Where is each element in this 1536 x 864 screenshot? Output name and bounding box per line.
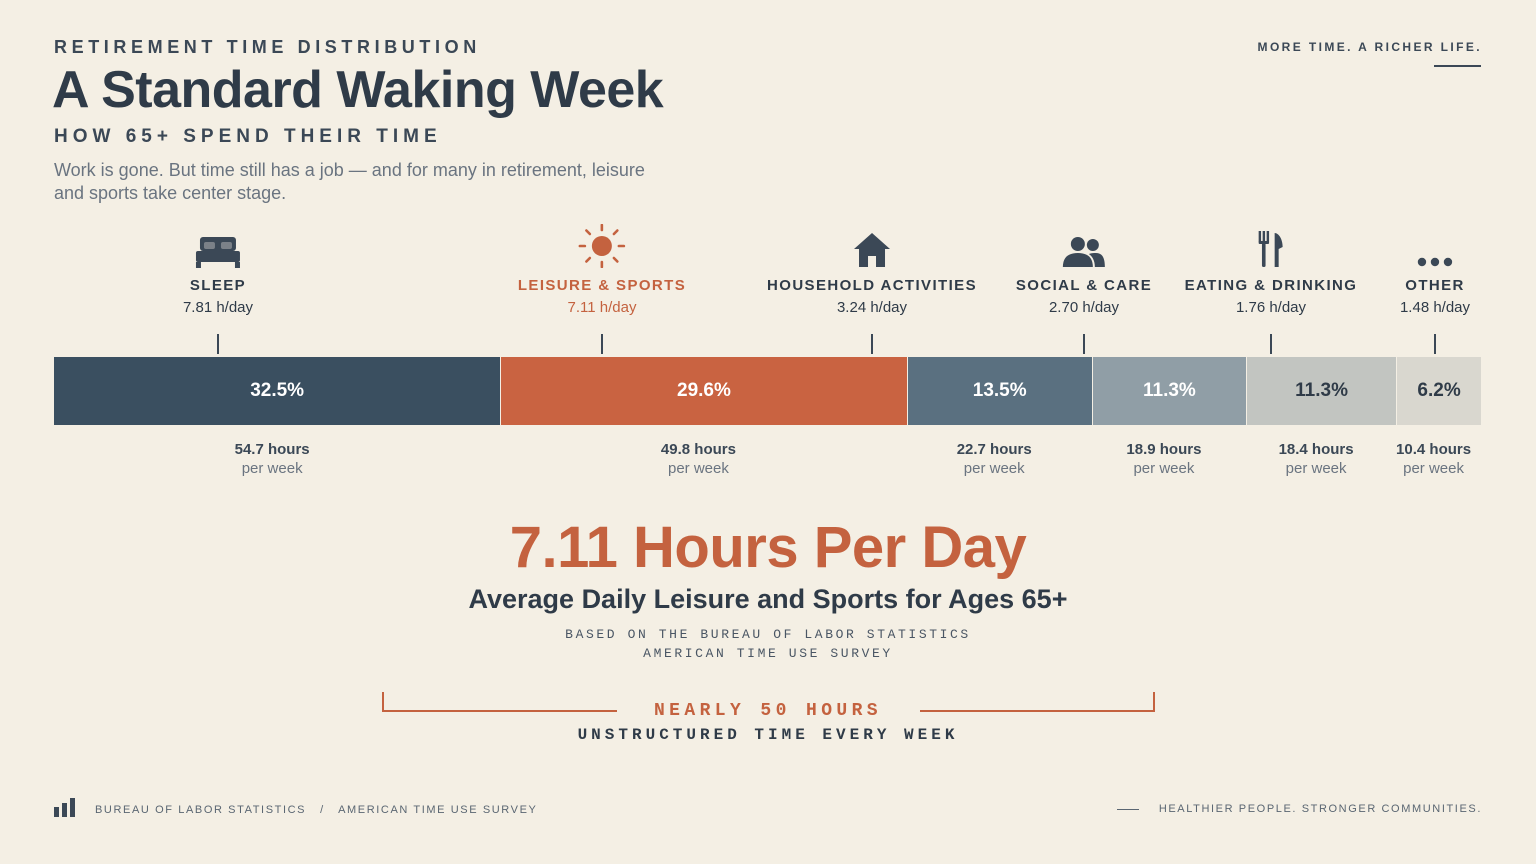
weekly-hours-value: 22.7 hours xyxy=(956,441,1032,458)
weekly-hours-4: 18.4 hours per week xyxy=(1279,441,1354,477)
callout-bracket-left xyxy=(382,692,617,712)
people-icon xyxy=(1016,228,1152,268)
category-daily-rate: 7.11 h/day xyxy=(567,299,637,316)
weekly-hours-unit: per week xyxy=(1133,460,1195,477)
footer-rule xyxy=(1116,808,1139,810)
weekly-hours-value: 49.8 hours xyxy=(660,441,736,458)
weekly-hours-value: 54.7 hours xyxy=(234,441,310,458)
weekly-hours-2: 22.7 hours per week xyxy=(957,441,1032,477)
bar-segment-4: 11.3% xyxy=(1246,357,1397,425)
weekly-hours-1: 49.8 hours per week xyxy=(661,441,736,477)
bar-segment-0: 32.5% xyxy=(54,357,501,425)
sun-icon xyxy=(518,224,686,268)
category-daily-rate: 1.48 h/day xyxy=(1399,299,1471,316)
category-tick xyxy=(871,334,873,354)
category-name: HOUSEHOLD ACTIVITIES xyxy=(767,277,977,294)
weekly-hours-5: 10.4 hours per week xyxy=(1396,441,1471,477)
weekly-hours-unit: per week xyxy=(241,460,303,477)
weekly-hours-value: 18.9 hours xyxy=(1126,441,1202,458)
category-2: HOUSEHOLD ACTIVITIES 3.24 h/day xyxy=(767,228,977,316)
category-tick xyxy=(1083,334,1085,354)
footer-right: HEALTHIER PEOPLE. STRONGER COMMUNITIES. xyxy=(1116,803,1482,815)
weekly-hours-unit: per week xyxy=(963,460,1025,477)
bar-segment-5: 6.2% xyxy=(1396,357,1481,425)
category-daily-rate: 2.70 h/day xyxy=(1048,299,1120,316)
category-daily-rate: 1.76 h/day xyxy=(1235,299,1307,316)
category-tick xyxy=(217,334,219,354)
footer-left: BUREAU OF LABOR STATISTICS / AMERICAN TI… xyxy=(54,798,537,822)
category-tick xyxy=(1434,334,1436,354)
category-name: LEISURE & SPORTS xyxy=(517,277,687,294)
category-name: SOCIAL & CARE xyxy=(1015,277,1153,294)
highlight-label: Average Daily Leisure and Sports for Age… xyxy=(468,584,1068,614)
source-line-1: BASED ON THE BUREAU OF LABOR STATISTICS xyxy=(565,627,971,642)
source-line-2: AMERICAN TIME USE SURVEY xyxy=(643,646,893,661)
weekly-hours-value: 18.4 hours xyxy=(1278,441,1354,458)
callout-subline: UNSTRUCTURED TIME EVERY WEEK xyxy=(577,726,959,744)
category-name: OTHER xyxy=(1405,277,1465,294)
category-name: EATING & DRINKING xyxy=(1184,277,1358,294)
category-5: OTHER 1.48 h/day xyxy=(1400,228,1470,316)
more-dots-icon xyxy=(1400,228,1470,268)
callout-bracket-right xyxy=(920,692,1155,712)
weekly-hours-unit: per week xyxy=(1403,460,1464,477)
fork-knife-icon xyxy=(1185,228,1358,268)
weekly-hours-3: 18.9 hours per week xyxy=(1126,441,1201,477)
bar-segment-3: 11.3% xyxy=(1091,357,1247,425)
weekly-hours-unit: per week xyxy=(668,460,729,477)
footer-slogan: HEALTHIER PEOPLE. STRONGER COMMUNITIES. xyxy=(1158,803,1482,815)
category-3: SOCIAL & CARE 2.70 h/day xyxy=(1016,228,1152,316)
weekly-hours-unit: per week xyxy=(1285,460,1347,477)
category-tick xyxy=(1270,334,1272,354)
category-tick xyxy=(601,334,603,354)
weekly-hours-value: 10.4 hours xyxy=(1396,441,1472,458)
bed-icon xyxy=(183,228,253,268)
footer-source: BUREAU OF LABOR STATISTICS / AMERICAN TI… xyxy=(95,804,538,816)
category-0: SLEEP 7.81 h/day xyxy=(183,228,253,316)
highlight-value: 7.11 Hours Per Day xyxy=(509,515,1027,580)
tagline: MORE TIME. A RICHER LIFE. xyxy=(1257,40,1482,54)
page-subtitle: HOW 65+ SPEND THEIR TIME xyxy=(54,126,442,147)
category-daily-rate: 3.24 h/day xyxy=(836,299,908,316)
page-title: A Standard Waking Week xyxy=(52,61,664,119)
intro-text: Work is gone. But time still has a job —… xyxy=(54,160,645,203)
bar-chart-icon xyxy=(54,798,75,822)
eyebrow: RETIREMENT TIME DISTRIBUTION xyxy=(54,37,481,57)
category-daily-rate: 7.81 h/day xyxy=(182,299,254,316)
bar-segment-2: 13.5% xyxy=(906,357,1092,425)
weekly-hours-0: 54.7 hours per week xyxy=(235,441,310,477)
category-1: LEISURE & SPORTS 7.11 h/day xyxy=(517,224,687,316)
house-icon xyxy=(767,228,977,268)
source-note: BASED ON THE BUREAU OF LABOR STATISTICS … xyxy=(0,625,1536,663)
bar-segment-1: 29.6% xyxy=(500,357,907,425)
tagline-rule xyxy=(1434,65,1481,67)
callout-headline: NEARLY 50 HOURS xyxy=(653,701,883,721)
category-name: SLEEP xyxy=(189,277,247,294)
category-4: EATING & DRINKING 1.76 h/day xyxy=(1185,228,1358,316)
